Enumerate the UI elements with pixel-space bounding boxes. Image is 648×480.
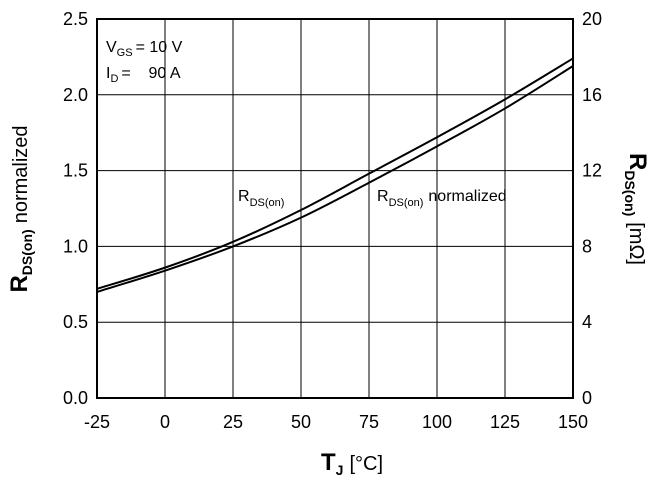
y-right-tick-label: 4: [582, 312, 592, 332]
x-tick-label: -25: [84, 412, 110, 432]
y-left-tick-label: 1.5: [63, 161, 88, 181]
series-line-rdson: [96, 57, 574, 290]
x-tick-label: 125: [490, 412, 520, 432]
annotation-rdson-normalized: RDS(on) normalized: [377, 188, 507, 209]
condition-id: ID = 90 A: [106, 65, 181, 85]
y-right-tick-label: 16: [582, 85, 602, 105]
condition-vgs: VGS = 10 V: [106, 39, 183, 59]
x-tick-label: 25: [223, 412, 243, 432]
y-left-tick-label: 1.0: [63, 236, 88, 256]
y-left-tick-label: 0.5: [63, 312, 88, 332]
y-right-tick-label: 0: [582, 388, 592, 408]
series-line-rdson-normalized: [96, 65, 574, 293]
x-tick-label: 150: [558, 412, 588, 432]
test-conditions: VGS = 10 V ID = 90 A: [106, 39, 183, 85]
y-left-tick-label: 0.0: [63, 388, 88, 408]
y-right-tick-label: 20: [582, 9, 602, 29]
y-right-axis-title: RDS(on)[mΩ]: [622, 153, 648, 265]
grid: [97, 19, 573, 398]
y-right-tick-label: 12: [582, 161, 602, 181]
y-left-tick-label: 2.0: [63, 85, 88, 105]
annotation-rdson: RDS(on): [238, 188, 284, 209]
y-right-tick-label: 8: [582, 236, 592, 256]
x-axis-title: TJ [°C]: [321, 449, 383, 478]
x-tick-label: 100: [422, 412, 452, 432]
curves: [96, 57, 574, 293]
y-left-tick-label: 2.5: [63, 9, 88, 29]
x-tick-label: 0: [160, 412, 170, 432]
y-left-axis-title: RDS(on)normalized: [6, 125, 35, 292]
plot-frame: [96, 18, 574, 399]
x-tick-label: 50: [291, 412, 311, 432]
x-tick-label: 75: [359, 412, 379, 432]
tick-labels: -25 0 25 50 75 100 125 150 0.0 0.5 1.0 1.5 2.0 2.5 0 4 8…: [63, 9, 602, 432]
